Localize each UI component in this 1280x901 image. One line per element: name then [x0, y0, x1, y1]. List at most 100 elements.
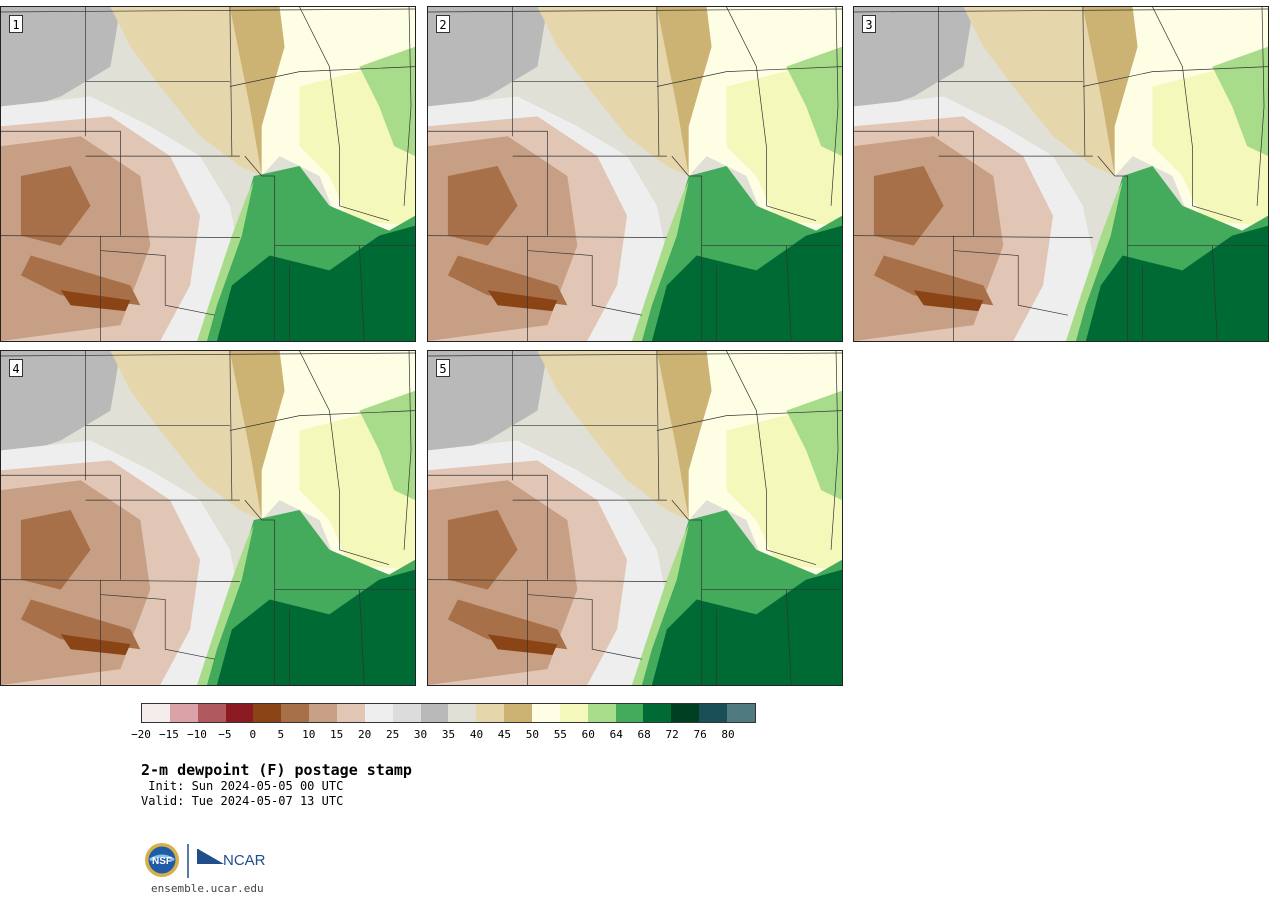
colorbar-swatch — [476, 704, 505, 722]
map-image — [428, 7, 842, 341]
moist-field — [651, 569, 842, 685]
state-boundaries — [854, 7, 1268, 341]
colorbar-tick-label: 50 — [525, 728, 539, 741]
dry-field — [428, 351, 548, 461]
colorbar-tick-label: 25 — [385, 728, 400, 741]
colorbar-swatch — [559, 704, 588, 722]
moist-field — [216, 569, 415, 685]
colorbar-tick-label: 15 — [330, 728, 344, 741]
site-url: ensemble.ucar.edu — [151, 882, 264, 895]
state-boundaries — [1, 7, 415, 341]
moist-field — [632, 524, 689, 685]
panel-number: 1 — [9, 15, 23, 33]
dry-field — [60, 634, 131, 656]
colorbar-tick-label: 60 — [581, 728, 595, 741]
colorbar-tick-label: 80 — [721, 728, 735, 741]
panel-number: 4 — [9, 359, 23, 377]
dry-field — [447, 255, 568, 306]
dry-field — [428, 7, 548, 117]
moist-field — [1082, 7, 1138, 176]
moist-field — [229, 7, 285, 176]
colorbar-swatch — [169, 704, 198, 722]
colorbar-ticks: −20 −15 −10 −5 0 5 10 15 20 25 30 35 40 45 50 55 60 64 68 7… — [131, 728, 756, 742]
colorbar-swatch — [309, 704, 338, 722]
colorbar-swatch — [587, 704, 616, 722]
moist-field — [1212, 46, 1268, 157]
colorbar — [141, 703, 756, 723]
dry-field — [20, 599, 141, 650]
logos: NSF NCAR — [145, 843, 266, 878]
dry-field — [447, 166, 518, 246]
dry-field — [60, 290, 131, 312]
init-time: Init: Sun 2024-05-05 00 UTC — [141, 779, 344, 793]
colorbar-tick-label: −10 — [186, 728, 207, 741]
dry-field — [447, 510, 518, 590]
colorbar-swatch — [727, 704, 755, 722]
moist-field — [110, 351, 262, 520]
dry-field — [854, 7, 974, 117]
colorbar-swatch — [142, 704, 170, 722]
moist-field — [1065, 180, 1123, 341]
colorbar-tick-label: 5 — [277, 728, 285, 741]
map-panel-5: 5 — [427, 350, 843, 686]
dry-field — [487, 634, 558, 656]
colorbar-swatch — [504, 704, 533, 722]
colorbar-tick-label: −20 — [131, 728, 151, 741]
moist-field — [656, 351, 712, 520]
colorbar-tick-label: 64 — [609, 728, 623, 741]
colorbar-swatch — [281, 704, 310, 722]
dry-field — [20, 166, 91, 246]
colorbar-tick-label: 76 — [693, 728, 707, 741]
nsf-logo-text: NSF — [152, 856, 172, 867]
ncar-logo-text: NCAR — [223, 852, 266, 869]
colorbar-swatch — [337, 704, 365, 722]
colorbar-tick-label: 72 — [665, 728, 679, 741]
colorbar-swatch — [197, 704, 226, 722]
moist-field — [537, 7, 689, 176]
colorbar-tick-label: 45 — [497, 728, 512, 741]
panel-number: 3 — [862, 15, 876, 33]
map-panel-3: 3 — [853, 6, 1269, 342]
colorbar-swatch — [532, 704, 560, 722]
moist-field — [359, 390, 415, 501]
ncar-logo: NCAR — [197, 849, 266, 869]
dry-field — [447, 599, 568, 650]
colorbar-tick-label: 30 — [413, 728, 428, 741]
moist-field — [197, 524, 254, 685]
colorbar-swatch — [420, 704, 449, 722]
moist-field — [537, 351, 689, 520]
moist-field — [229, 351, 285, 520]
colorbar-tick-label: 35 — [441, 728, 456, 741]
map-image — [428, 351, 842, 685]
figure-title: 2-m dewpoint (F) postage stamp — [141, 761, 412, 779]
colorbar-swatch — [364, 704, 393, 722]
map-image — [1, 351, 415, 685]
dry-field — [873, 166, 944, 246]
valid-time: Valid: Tue 2024-05-07 13 UTC — [141, 794, 344, 808]
moist-field — [963, 7, 1115, 176]
colorbar-tick-label: −5 — [218, 728, 232, 741]
colorbar-tick-label: 20 — [358, 728, 372, 741]
colorbar-tick-label: 0 — [249, 728, 257, 741]
moist-field — [110, 7, 262, 176]
dry-field — [20, 510, 91, 590]
state-boundaries — [428, 7, 842, 341]
dry-field — [1, 7, 121, 117]
moist-field — [197, 180, 254, 341]
state-boundaries — [1, 351, 415, 685]
colorbar-swatch — [392, 704, 421, 722]
colorbar-tick-label: 10 — [302, 728, 316, 741]
dry-field — [1, 351, 121, 461]
dry-field — [873, 255, 994, 306]
colorbar-tick-label: 68 — [637, 728, 651, 741]
map-panel-4: 4 — [0, 350, 416, 686]
colorbar-swatch — [225, 704, 254, 722]
dry-field — [913, 290, 984, 312]
moist-field — [786, 46, 842, 157]
map-panel-1: 1 — [0, 6, 416, 342]
moist-field — [216, 225, 415, 341]
colorbar-swatch — [671, 704, 700, 722]
moist-field — [1085, 225, 1268, 341]
colorbar-swatch — [253, 704, 282, 722]
dry-field — [487, 290, 558, 312]
